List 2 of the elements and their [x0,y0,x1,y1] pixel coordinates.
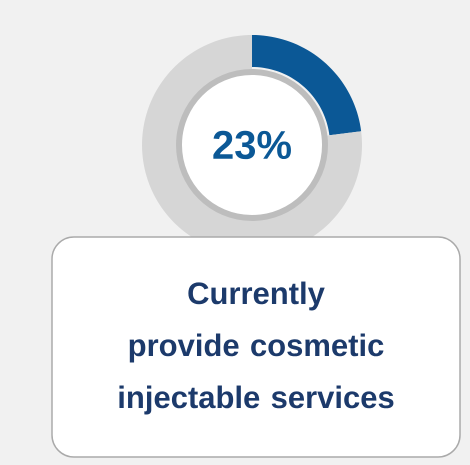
data-label: 23% [213,130,291,160]
text: Currently provide cosmetic injectable services [119,282,394,414]
